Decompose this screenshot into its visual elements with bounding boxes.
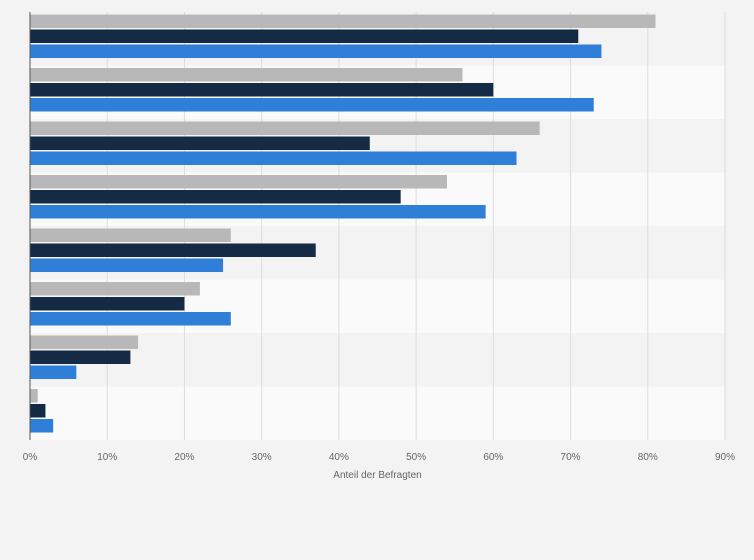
x-tick-label: 20% [174, 452, 194, 463]
bar [30, 205, 486, 219]
x-tick-label: 90% [715, 452, 735, 463]
x-tick-label: 40% [329, 452, 349, 463]
bar [30, 297, 185, 311]
bar [30, 404, 46, 418]
bar [30, 258, 224, 272]
bar [30, 136, 370, 150]
category-band [30, 386, 725, 440]
bar [30, 190, 401, 204]
bar [30, 151, 517, 165]
bar [30, 29, 579, 43]
bar [30, 228, 231, 242]
x-axis-title: Anteil der Befragten [333, 470, 421, 481]
x-tick-label: 50% [406, 452, 426, 463]
bar [30, 121, 540, 135]
category-band [30, 333, 725, 387]
x-tick-label: 70% [561, 452, 581, 463]
bar [30, 83, 494, 97]
x-tick-label: 60% [483, 452, 503, 463]
bar [30, 365, 77, 379]
bar [30, 312, 231, 326]
bar [30, 419, 54, 433]
bar [30, 14, 656, 28]
bar [30, 335, 139, 349]
bar [30, 389, 38, 403]
bars [30, 14, 656, 433]
x-tick-label: 10% [97, 452, 117, 463]
x-tick-label: 30% [252, 452, 272, 463]
bar [30, 68, 463, 82]
bar [30, 98, 594, 112]
x-tick-label: 0% [23, 452, 38, 463]
bar [30, 350, 131, 364]
x-axis-ticks: 0% 10% 20% 30% 40% 50% 60% 70% 80% 90% [23, 452, 735, 463]
bar [30, 44, 602, 58]
bar [30, 282, 200, 296]
x-tick-label: 80% [638, 452, 658, 463]
bar [30, 175, 447, 189]
bar [30, 243, 316, 257]
